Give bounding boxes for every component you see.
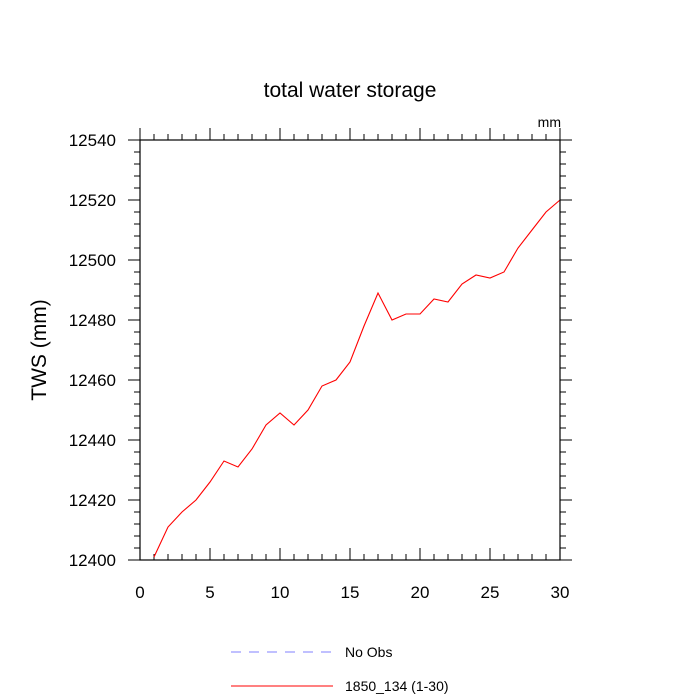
- y-tick-label: 12420: [69, 491, 116, 510]
- series-line-2: [153, 199, 561, 558]
- tick-labels: 0 5 10 15 20 25 30 12400 12420 12440 12460 12480 125…: [69, 131, 570, 602]
- units-label: mm: [538, 114, 561, 130]
- legend: No Obs 1850_134 (1-30): [231, 644, 449, 694]
- y-tick-label: 12520: [69, 191, 116, 210]
- y-tick-label: 12440: [69, 431, 116, 450]
- y-axis-label: TWS (mm): [28, 299, 51, 400]
- y-tick-label: 12540: [69, 131, 116, 150]
- chart-title: total water storage: [264, 79, 437, 102]
- tick-marks: [128, 128, 572, 561]
- y-tick-label: 12480: [69, 311, 116, 330]
- series-lines: [153, 199, 561, 558]
- x-tick-label: 0: [135, 583, 144, 602]
- plot-frame: [139, 139, 561, 561]
- legend-label: No Obs: [345, 644, 392, 660]
- x-tick-label: 5: [205, 583, 214, 602]
- x-tick-label: 25: [481, 583, 500, 602]
- legend-label: 1850_134 (1-30): [345, 678, 449, 694]
- x-tick-label: 10: [271, 583, 290, 602]
- y-tick-label: 12460: [69, 371, 116, 390]
- x-tick-label: 30: [551, 583, 570, 602]
- x-tick-label: 15: [341, 583, 360, 602]
- y-tick-label: 12400: [69, 551, 116, 570]
- x-tick-label: 20: [411, 583, 430, 602]
- y-tick-label: 12500: [69, 251, 116, 270]
